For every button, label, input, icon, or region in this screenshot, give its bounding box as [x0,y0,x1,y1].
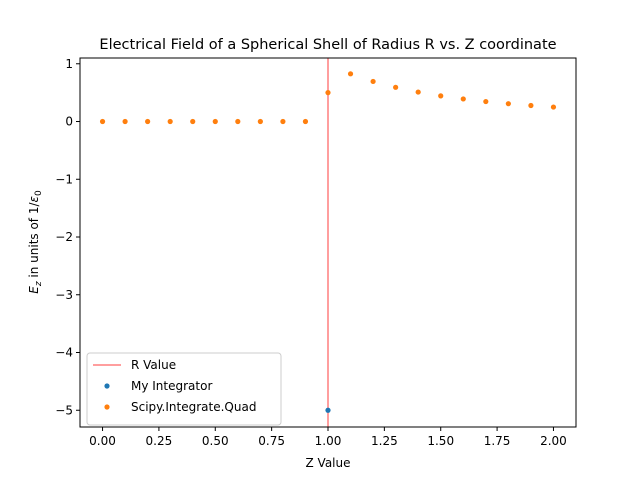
x-tick-label: 0.50 [202,434,229,448]
y-axis-label-sub-z: z [34,281,44,287]
x-tick-label: 2.00 [540,434,567,448]
data-point [302,118,309,125]
x-tick-label: 1.00 [315,434,342,448]
x-tick-label: 0.00 [89,434,116,448]
series-0 [325,407,331,413]
data-point [415,89,421,95]
data-point [325,90,331,96]
data-point [438,93,444,99]
series-layer [99,71,557,413]
data-point [235,118,241,125]
data-point [167,118,173,125]
y-tick-label: 0 [65,115,73,129]
x-tick-label: 1.75 [484,434,511,448]
data-point [99,118,106,125]
y-axis-label-sub-zero: 0 [34,190,44,196]
y-tick-label: −5 [55,403,73,417]
series-1 [99,71,557,125]
legend-scipy-quad-label: Scipy.Integrate.Quad [131,400,256,414]
plot-area [79,57,577,428]
data-point [460,96,466,102]
legend: R Value My Integrator Scipy.Integrate.Qu… [86,352,282,426]
y-axis-ticks: 1 0 −1 −2 −3 −4 −5 [55,57,80,417]
x-tick-label: 0.25 [146,434,173,448]
data-point [122,118,128,125]
data-point [550,104,557,110]
legend-scipy-quad-swatch [104,404,110,410]
x-tick-label: 0.75 [258,434,285,448]
x-axis-label: Z Value [306,456,351,470]
data-point [212,118,218,125]
y-axis-label-mid: in units of 1/ [27,202,41,282]
y-tick-label: −3 [55,288,73,302]
data-point [190,118,196,125]
data-point [347,71,354,77]
y-tick-label: −4 [55,346,73,360]
y-tick-label: −2 [55,230,73,244]
x-tick-label: 1.50 [427,434,454,448]
y-tick-label: 1 [65,57,73,71]
data-point [370,78,376,85]
data-point [145,118,151,125]
y-axis-label: Ez in units of 1/ε0 [27,190,44,294]
x-tick-label: 1.25 [371,434,398,448]
legend-r-value-label: R Value [131,358,176,372]
data-point [505,101,511,107]
data-point [325,407,331,413]
data-point [483,98,489,105]
data-point [257,118,263,125]
x-axis-ticks: 0.00 0.25 0.50 0.75 1.00 1.25 1.50 1.75 2.00 [89,427,567,448]
y-axis-label-eps: ε [27,195,41,202]
data-point [528,102,534,109]
y-tick-label: −1 [55,172,73,186]
chart-title: Electrical Field of a Spherical Shell of… [99,37,556,53]
legend-my-integrator-label: My Integrator [131,379,212,393]
legend-frame [86,352,282,426]
legend-my-integrator-swatch [104,383,110,389]
y-axis-label-e: E [27,286,41,294]
data-point [393,84,399,90]
data-point [280,118,286,125]
